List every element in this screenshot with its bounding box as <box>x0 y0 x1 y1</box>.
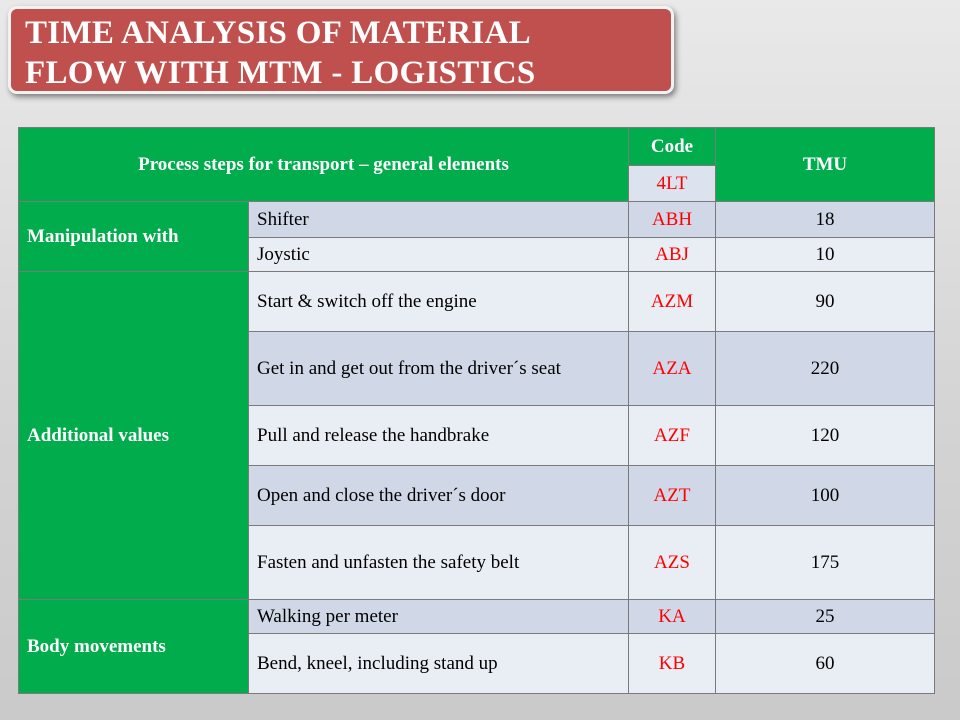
step-code: KB <box>628 633 716 694</box>
step-name: Shifter <box>248 201 629 238</box>
group-label-body: Body movements <box>18 599 249 694</box>
group-label-manipulation: Manipulation with <box>18 201 249 272</box>
title-line-2: FLOW WITH MTM - LOGISTICS <box>25 55 536 91</box>
table-row: Joystic ABJ 10 <box>19 237 935 272</box>
step-code: AZM <box>628 271 716 332</box>
process-steps-table: Process steps for transport – general el… <box>18 127 935 694</box>
step-name: Start & switch off the engine <box>248 271 629 332</box>
step-tmu: 220 <box>715 331 935 406</box>
step-name: Fasten and unfasten the safety belt <box>248 525 629 600</box>
step-name: Open and close the driver´s door <box>248 465 629 526</box>
step-name: Get in and get out from the driver´s sea… <box>248 331 629 406</box>
step-tmu: 100 <box>715 465 935 526</box>
step-code: AZT <box>628 465 716 526</box>
step-tmu: 175 <box>715 525 935 600</box>
step-tmu: 90 <box>715 271 935 332</box>
step-code: AZS <box>628 525 716 600</box>
code-subheader: 4LT <box>628 165 716 202</box>
title-line-1: TIME ANALYSIS OF MATERIAL <box>25 15 531 51</box>
table-row: Bend, kneel, including stand up KB 60 <box>19 633 935 694</box>
table-header-row: Process steps for transport – general el… <box>18 127 935 202</box>
table-row: Pull and release the handbrake AZF 120 <box>19 405 935 466</box>
step-code: AZF <box>628 405 716 466</box>
step-tmu: 18 <box>715 201 935 238</box>
table-row: Body movements Walking per meter KA 25 <box>18 599 935 694</box>
step-name: Pull and release the handbrake <box>248 405 629 466</box>
title-banner: TIME ANALYSIS OF MATERIAL FLOW WITH MTM … <box>8 6 674 94</box>
step-tmu: 60 <box>715 633 935 694</box>
table-row: Get in and get out from the driver´s sea… <box>19 331 935 406</box>
table-row: Open and close the driver´s door AZT 100 <box>19 465 935 526</box>
step-code: ABJ <box>628 237 716 272</box>
step-code: KA <box>628 599 716 634</box>
table-subheader-row: 4LT <box>19 165 935 202</box>
table-row: Manipulation with Shifter ABH 18 <box>18 201 935 272</box>
step-name: Bend, kneel, including stand up <box>248 633 629 694</box>
tmu-header: TMU <box>715 127 935 202</box>
table-row: Additional values Start & switch off the… <box>18 271 935 600</box>
process-steps-header: Process steps for transport – general el… <box>18 127 629 202</box>
step-code: AZA <box>628 331 716 406</box>
code-header: Code <box>628 127 716 166</box>
step-name: Walking per meter <box>248 599 629 634</box>
step-tmu: 10 <box>715 237 935 272</box>
table-row: Fasten and unfasten the safety belt AZS … <box>19 525 935 600</box>
step-tmu: 25 <box>715 599 935 634</box>
group-label-additional: Additional values <box>18 271 249 600</box>
step-code: ABH <box>628 201 716 238</box>
step-tmu: 120 <box>715 405 935 466</box>
step-name: Joystic <box>248 237 629 272</box>
